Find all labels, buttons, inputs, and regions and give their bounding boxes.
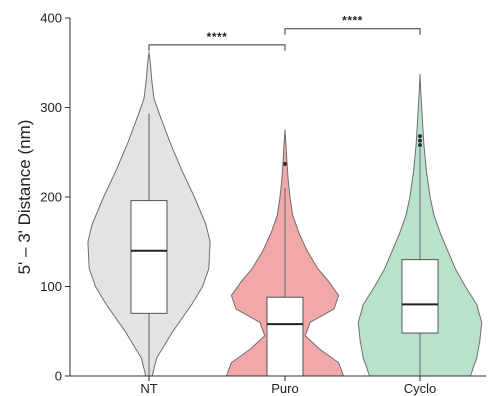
y-tick-label: 400: [40, 11, 62, 26]
outlier-point: [418, 143, 422, 148]
outlier-point: [418, 134, 422, 139]
outlier-point: [418, 138, 422, 143]
x-tick-label-cyclo: Cyclo: [404, 381, 437, 396]
y-axis-title: 5' – 3' Distance (nm): [15, 120, 34, 275]
box-cyclo: [401, 259, 439, 334]
y-tick-label: 100: [40, 279, 62, 294]
box-puro: [266, 296, 304, 377]
boxes-layer: [130, 113, 439, 377]
significance-bracket: [148, 44, 286, 51]
outlier-point: [283, 161, 287, 166]
x-ticks-layer: NT Puro Cyclo: [140, 376, 436, 396]
significance-label: ****: [342, 14, 363, 28]
y-tick-label: 200: [40, 190, 62, 205]
y-tick-label: 300: [40, 100, 62, 115]
x-tick-label-puro: Puro: [271, 381, 298, 396]
box-nt: [130, 200, 168, 314]
y-ticks-layer: 0 100 200 300 400: [40, 11, 70, 384]
significance-bracket: [284, 28, 421, 35]
x-tick-label-nt: NT: [140, 381, 157, 396]
significance-layer: **** ****: [148, 14, 421, 51]
significance-label: ****: [207, 30, 228, 44]
y-tick-label: 0: [55, 369, 62, 384]
